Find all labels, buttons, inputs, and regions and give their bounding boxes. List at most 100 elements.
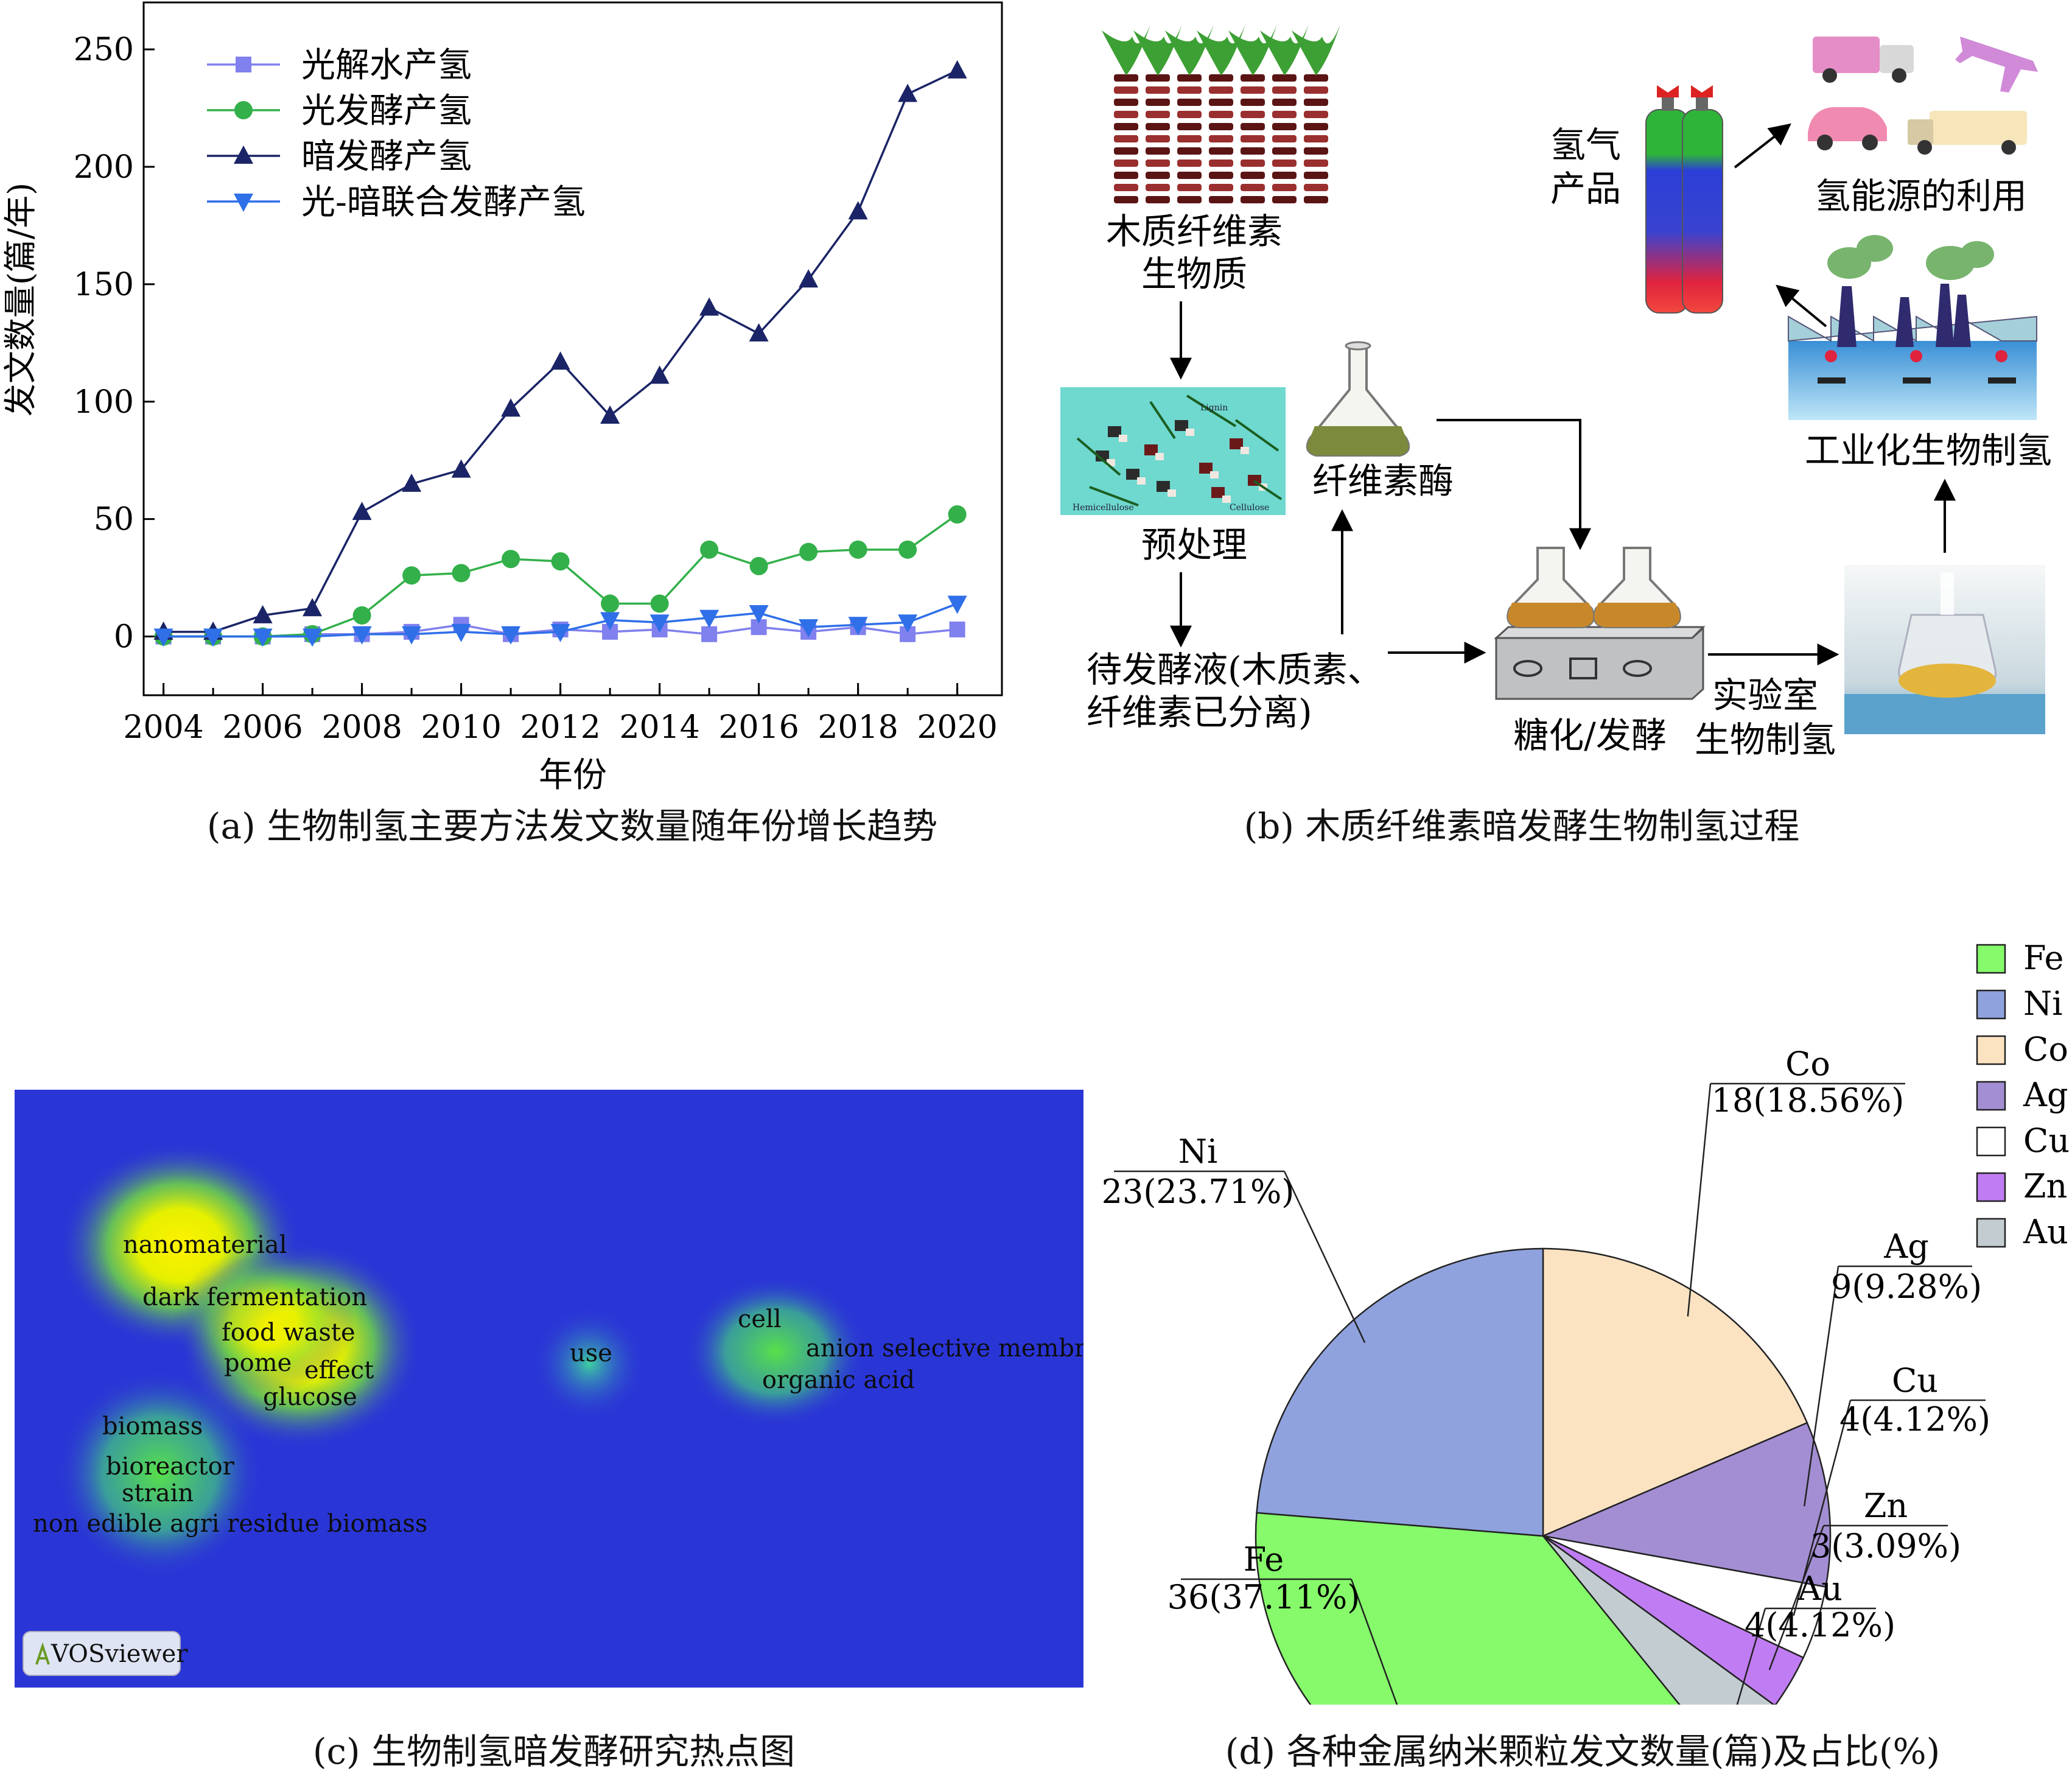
- feedstock-label-2: 生物质: [1141, 253, 1247, 295]
- x-tick-label: 2016: [718, 709, 799, 746]
- fiber-fragment: [1167, 489, 1176, 497]
- stalk-segment: [1114, 123, 1138, 130]
- stalk-segment: [1304, 184, 1328, 191]
- biomass-fragment: [1126, 469, 1139, 480]
- stalk-leaves: [1197, 24, 1245, 75]
- label-leader: [1687, 1083, 1712, 1317]
- label-leader: [1803, 1266, 1839, 1507]
- vosviewer-badge: VOSviewer: [23, 1631, 188, 1676]
- legend-swatch: [1976, 1126, 2006, 1157]
- data-point: [600, 405, 620, 424]
- stalk-segment: [1304, 172, 1328, 179]
- biomass-fragment: [1199, 463, 1213, 474]
- series-line: [163, 69, 958, 633]
- slice-value-label: 36(37.11%): [1167, 1578, 1360, 1616]
- stalk-segment: [1209, 184, 1233, 191]
- legend-label: Cu: [2023, 1121, 2070, 1160]
- data-point: [600, 612, 620, 631]
- slice-name-label: Ni: [1178, 1132, 1218, 1171]
- label-leader: [1768, 1525, 1825, 1671]
- stalk-segment: [1304, 135, 1328, 142]
- stalk-segment: [1241, 172, 1265, 179]
- industrial-factory-icon: [1788, 235, 2037, 420]
- stalk-segment: [1114, 86, 1138, 94]
- heatmap-term: nanomaterial: [123, 1231, 287, 1259]
- data-point: [947, 60, 967, 79]
- data-point: [551, 552, 570, 571]
- fiber-fragment: [1210, 471, 1219, 479]
- gas-label-1: 氢气: [1550, 124, 1621, 166]
- pie-slices: [1255, 1247, 1832, 1705]
- saccharification-apparatus-icon: [1494, 547, 1706, 700]
- hydrogen-use-label: 氢能源的利用: [1815, 175, 2027, 217]
- stalk-segment: [1146, 74, 1170, 82]
- stalk-segment: [1177, 196, 1202, 203]
- slice-value-label: 23(23.71%): [1102, 1173, 1295, 1211]
- label-leader: [1283, 1171, 1366, 1343]
- stalk-segment: [1241, 86, 1265, 94]
- y-axis-label: 发文数量(篇/年): [1, 183, 40, 416]
- stalk-segment: [1304, 111, 1328, 118]
- stalk-segment: [1209, 147, 1233, 155]
- stalk-segment: [1177, 172, 1202, 179]
- heatmap-term: pome: [224, 1349, 292, 1377]
- legend-swatch: [1976, 1035, 2006, 1065]
- stalk-segment: [1241, 111, 1265, 118]
- legend-label: Au: [2023, 1213, 2068, 1251]
- data-point: [452, 564, 471, 583]
- stalk-segment: [1114, 160, 1138, 167]
- data-point: [451, 623, 471, 642]
- stalk-segment: [1272, 135, 1297, 142]
- slice-name-label: Cu: [1892, 1361, 1938, 1400]
- series-line: [163, 513, 958, 638]
- stalk-segment: [1272, 111, 1297, 118]
- lab-hydrogen-photo: [1844, 565, 2045, 734]
- data-point: [898, 540, 917, 559]
- biomass-fragment: [1211, 487, 1225, 498]
- stalk-segment: [1304, 99, 1328, 106]
- y-tick-label: 0: [114, 619, 134, 656]
- lignocellulose-biomass-icon: [1102, 24, 1340, 203]
- data-point: [749, 556, 768, 575]
- label-leader: [1350, 1579, 1398, 1705]
- legend-swatch: [1976, 1081, 2006, 1111]
- legend-label: 光解水产氢: [301, 46, 472, 85]
- x-tick-label: 2012: [520, 709, 600, 746]
- stalk-leaves: [1165, 24, 1214, 75]
- arrow-enzyme-to-sacch: [1437, 419, 1591, 550]
- biomass-fragment: [1157, 481, 1170, 492]
- stalk-segment: [1304, 147, 1328, 155]
- caption-c: (c) 生物制氢暗发酵研究热点图: [312, 1731, 796, 1772]
- stalk-segment: [1272, 86, 1297, 94]
- fiber-strand: [1186, 394, 1237, 427]
- stalk-segment: [1209, 99, 1233, 106]
- stalk-segment: [1146, 147, 1170, 155]
- stalk-segment: [1241, 196, 1265, 203]
- caption-b: (b) 木质纤维素暗发酵生物制氢过程: [1244, 805, 1800, 847]
- stalk-segment: [1114, 74, 1138, 82]
- heatmap-term: organic acid: [762, 1366, 915, 1394]
- industrial-label: 工业化生物制氢: [1805, 430, 2052, 471]
- legend-label: Ag: [2023, 1076, 2068, 1114]
- stalk-segment: [1114, 99, 1138, 106]
- stalk-leaves: [1133, 24, 1182, 75]
- stalk-segment: [1304, 123, 1328, 130]
- fiber-fragment: [1186, 429, 1194, 436]
- stalk-segment: [1304, 160, 1328, 167]
- stalk-segment: [1304, 86, 1328, 94]
- stalk-segment: [1241, 99, 1265, 106]
- stalk-segment: [1209, 196, 1233, 203]
- stalk-segment: [1146, 160, 1170, 167]
- stalk-segment: [1209, 123, 1233, 130]
- y-tick-label: 250: [74, 32, 134, 68]
- series-4: [153, 595, 967, 647]
- stalk-segment: [1114, 111, 1138, 118]
- stalk-segment: [1209, 74, 1233, 82]
- stalk-segment: [1146, 196, 1170, 203]
- stalk-segment: [1114, 196, 1138, 203]
- slice-value-label: 18(18.56%): [1712, 1081, 1905, 1120]
- fiber-strand: [1089, 486, 1139, 507]
- cellulase-flask-icon: [1306, 341, 1410, 457]
- x-tick-label: 2010: [421, 709, 501, 746]
